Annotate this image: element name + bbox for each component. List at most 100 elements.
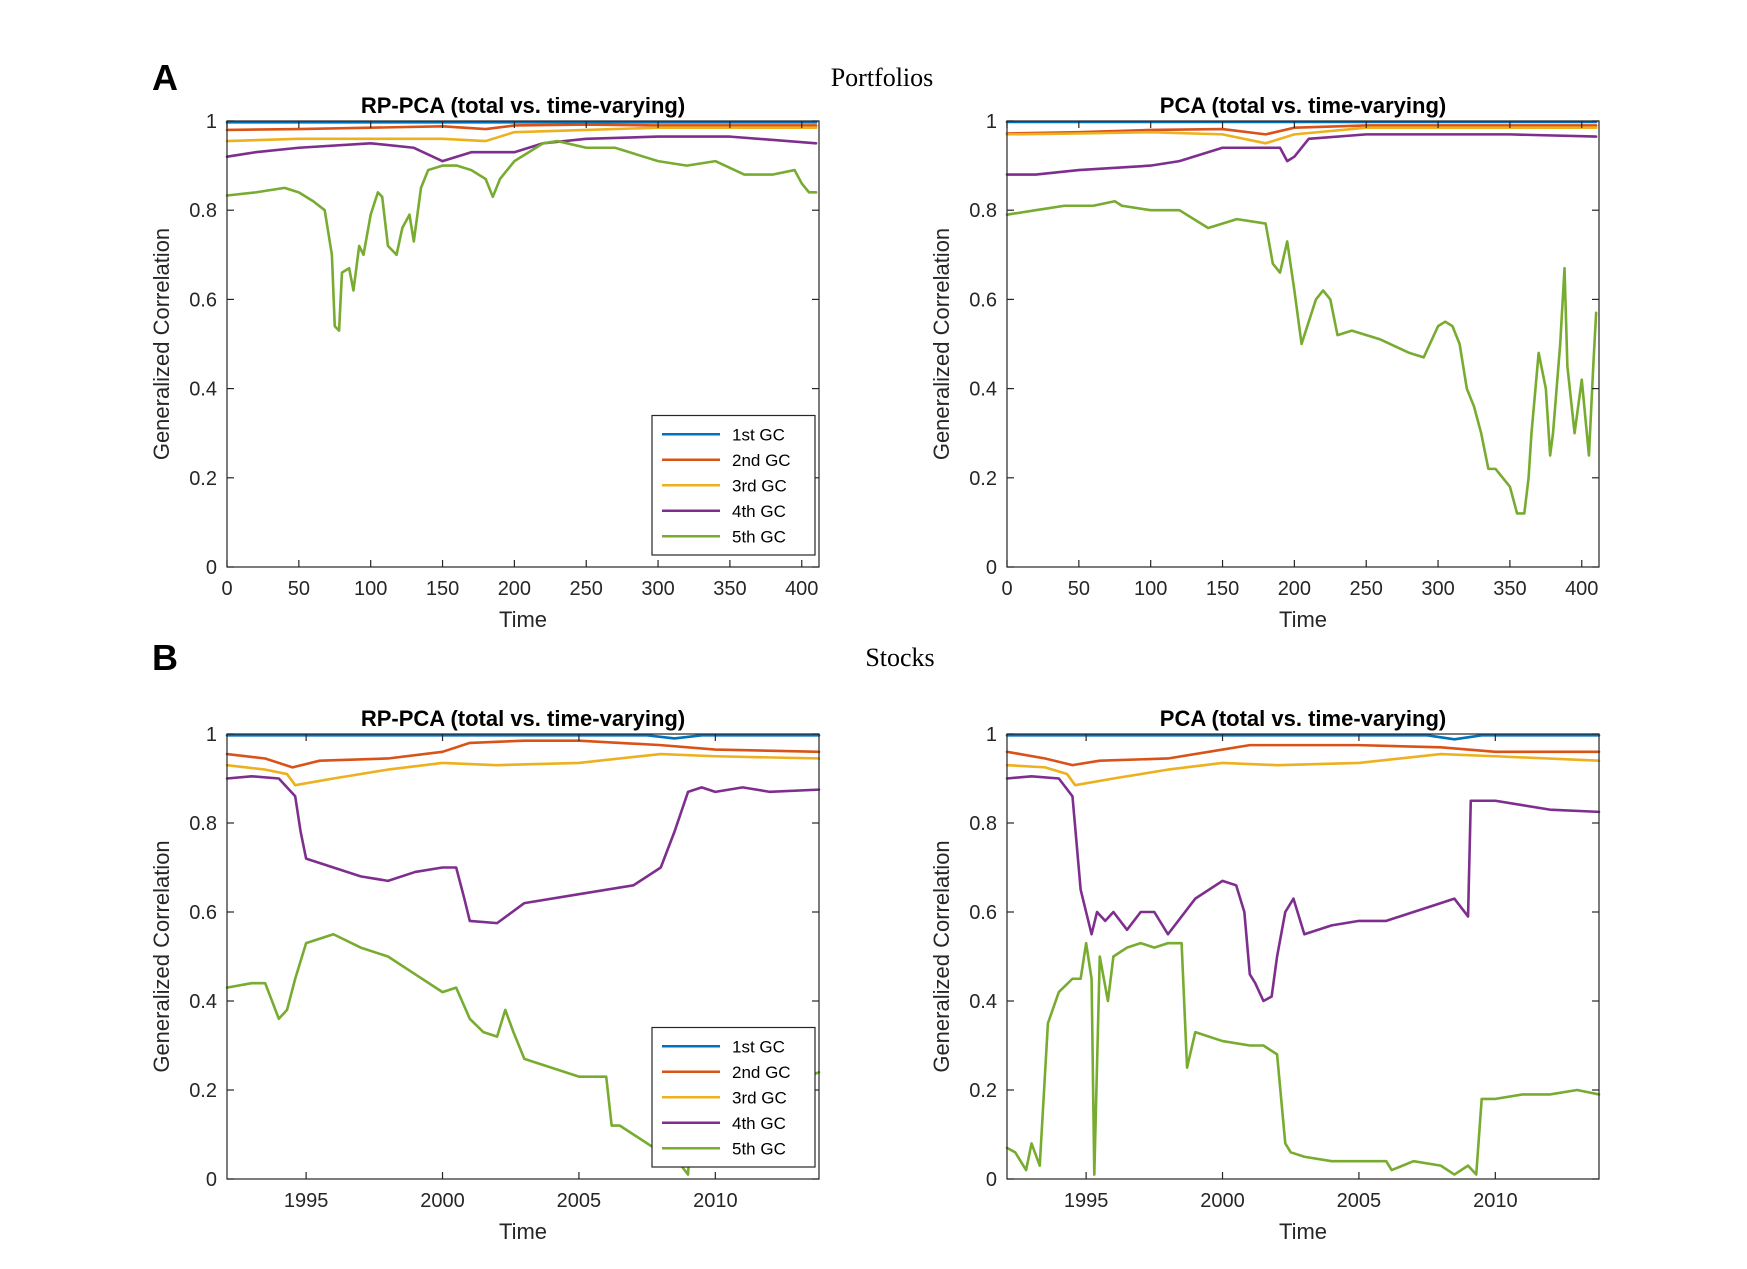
x-tick-label: 1995 [284, 1190, 329, 1212]
x-tick-label: 2000 [1200, 1190, 1245, 1212]
plot-area [1007, 734, 1599, 1179]
legend-entry-label: 3rd GC [732, 1088, 787, 1107]
legend-entry-label: 2nd GC [732, 1063, 791, 1082]
series-line-2 [1005, 743, 1601, 767]
section-title-stocks: Stocks [865, 643, 934, 672]
x-tick-label: 150 [1206, 578, 1239, 600]
chart-B-left: 1995 2000 2005 2010 0 0.2 0.4 0.6 0.8 1 RP-PCA (to… [149, 706, 821, 1244]
series-line-4 [225, 774, 821, 925]
x-tick-label: 2005 [557, 1190, 602, 1212]
axes-box [1006, 120, 1600, 568]
x-axis-label: Time [499, 1219, 547, 1244]
plot-area [1007, 121, 1599, 567]
x-tick-label: 400 [1565, 578, 1598, 600]
series-line-2 [1005, 124, 1598, 136]
axes-box [226, 733, 820, 1180]
legend: 1st GC 2nd GC 3rd GC 4th GC 5th GC [651, 414, 816, 556]
chart-B-right: 1995 2000 2005 2010 0 0.2 0.4 0.6 0.8 1 PCA (total… [929, 706, 1601, 1244]
legend: 1st GC 2nd GC 3rd GC 4th GC 5th GC [651, 1026, 816, 1168]
chart-title: PCA (total vs. time-varying) [1160, 706, 1446, 731]
y-tick-label: 0.2 [189, 468, 217, 490]
section-title-portfolios: Portfolios [831, 63, 934, 92]
x-tick-label: 100 [1134, 578, 1167, 600]
chart-title: PCA (total vs. time-varying) [1160, 93, 1446, 118]
y-tick-label: 0 [206, 557, 217, 579]
legend-entry-label: 1st GC [732, 1037, 785, 1056]
legend-entry-label: 1st GC [732, 425, 785, 444]
x-tick-label: 250 [570, 578, 603, 600]
axes-box [1006, 733, 1600, 1180]
y-tick-label: 0.8 [189, 200, 217, 222]
legend-entry-label: 4th GC [732, 502, 786, 521]
chart-title: RP-PCA (total vs. time-varying) [361, 93, 685, 118]
x-tick-label: 250 [1350, 578, 1383, 600]
y-tick-label: 0.8 [189, 813, 217, 835]
series-line-5 [1005, 199, 1598, 515]
charts-layer: 0 50 100 150 200 250 300 350 40000.20.40.60.81RP… [149, 93, 1601, 1244]
y-axis-label: Generalized Correlation [149, 228, 174, 460]
series-line-3 [225, 126, 818, 143]
y-tick-label: 0.4 [189, 991, 217, 1013]
x-tick-label: 2005 [1337, 1190, 1382, 1212]
panel-letter-a: A [152, 57, 178, 98]
x-tick-label: 300 [641, 578, 674, 600]
y-tick-label: 0 [206, 1169, 217, 1191]
y-tick-label: 0.6 [189, 289, 217, 311]
y-tick-label: 0.6 [969, 902, 997, 924]
y-tick-label: 0.2 [189, 1080, 217, 1102]
series-line-4 [1005, 133, 1598, 176]
y-axis-label: Generalized Correlation [929, 840, 954, 1072]
x-axis-label: Time [1279, 1219, 1327, 1244]
x-tick-label: 2000 [420, 1190, 465, 1212]
x-tick-label: 0 [1001, 578, 1012, 600]
x-tick-label: 300 [1421, 578, 1454, 600]
y-tick-label: 0.4 [969, 379, 997, 401]
series-line-2 [225, 739, 821, 769]
legend-entry-label: 5th GC [732, 1139, 786, 1158]
y-tick-label: 1 [206, 111, 217, 133]
y-tick-label: 0.6 [969, 289, 997, 311]
legend-entry-label: 5th GC [732, 527, 786, 546]
y-tick-label: 0 [986, 557, 997, 579]
y-tick-label: 0.8 [969, 813, 997, 835]
y-tick-label: 0 [986, 1169, 997, 1191]
y-tick-label: 0.4 [189, 379, 217, 401]
x-tick-label: 50 [1068, 578, 1090, 600]
series-line-5 [1005, 941, 1601, 1176]
legend-entry-label: 2nd GC [732, 451, 791, 470]
x-tick-label: 400 [785, 578, 818, 600]
y-tick-label: 0.8 [969, 200, 997, 222]
series-line-3 [225, 752, 821, 787]
x-tick-label: 350 [713, 578, 746, 600]
y-axis-label: Generalized Correlation [149, 840, 174, 1072]
series-line-2 [225, 123, 818, 132]
x-axis-label: Time [1279, 607, 1327, 632]
x-axis-label: Time [499, 607, 547, 632]
x-tick-label: 350 [1493, 578, 1526, 600]
x-tick-label: 2010 [1473, 1190, 1518, 1212]
x-tick-label: 2010 [693, 1190, 738, 1212]
chart-A-left: 0 50 100 150 200 250 300 350 400 0 0.2 0.4 0.6 0.8 1 RP… [149, 93, 820, 632]
series-line-4 [225, 135, 818, 163]
x-tick-label: 100 [354, 578, 387, 600]
chart-A-right: 0 50 100 150 200 250 300 350 400 0 0.2 0.4 0.6 0.8 1 PC… [929, 93, 1600, 632]
legend-entry-label: 4th GC [732, 1114, 786, 1133]
x-tick-label: 1995 [1064, 1190, 1109, 1212]
x-tick-label: 50 [288, 578, 310, 600]
legend-entry-label: 3rd GC [732, 476, 787, 495]
chart-title: RP-PCA (total vs. time-varying) [361, 706, 685, 731]
series-line-4 [1005, 774, 1601, 1003]
y-tick-label: 0.2 [969, 1080, 997, 1102]
x-tick-label: 150 [426, 578, 459, 600]
x-tick-label: 200 [498, 578, 531, 600]
axes-box [226, 120, 820, 568]
x-tick-label: 0 [221, 578, 232, 600]
x-tick-label: 200 [1278, 578, 1311, 600]
y-tick-label: 0.6 [189, 902, 217, 924]
series-line-3 [1005, 126, 1598, 145]
y-tick-label: 0.4 [969, 991, 997, 1013]
y-tick-label: 1 [206, 724, 217, 746]
y-axis-label: Generalized Correlation [929, 228, 954, 460]
panel-letter-b: B [152, 637, 178, 678]
